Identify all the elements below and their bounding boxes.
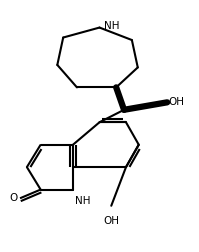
Text: NH: NH (104, 21, 120, 31)
Text: OH: OH (168, 97, 184, 107)
Text: NH: NH (75, 196, 91, 206)
Text: OH: OH (103, 216, 119, 226)
Text: O: O (10, 193, 18, 203)
